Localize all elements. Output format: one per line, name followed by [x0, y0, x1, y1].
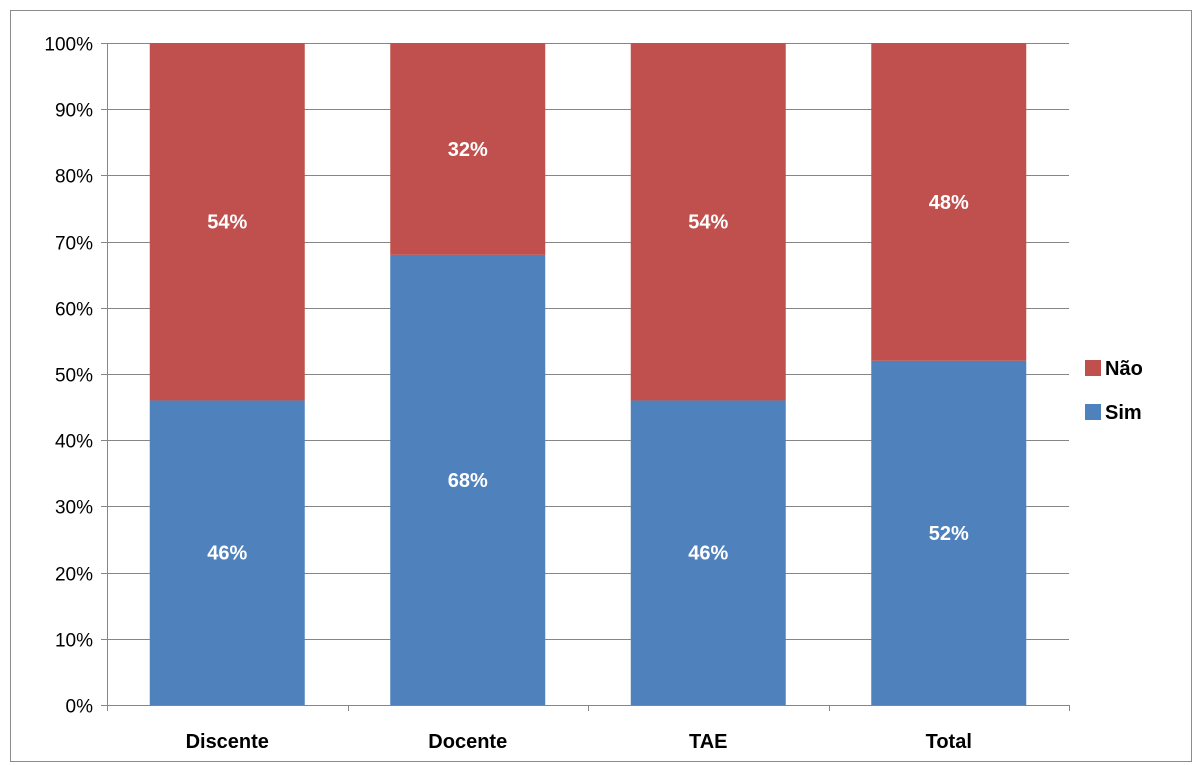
legend-swatch-sim: [1085, 404, 1101, 420]
y-tick-label: 80%: [55, 167, 93, 188]
legend: Não Sim: [1085, 358, 1143, 424]
bar-no-docente: [390, 43, 546, 255]
y-tick-label: 100%: [44, 35, 93, 56]
legend-swatch-no: [1085, 360, 1101, 376]
data-label: 54%: [688, 212, 728, 234]
x-tick-label: Total: [926, 731, 972, 753]
y-tick-label: 10%: [55, 631, 93, 652]
bars: [149, 43, 1027, 705]
x-tick-label: Docente: [428, 731, 507, 753]
y-tick-label: 90%: [55, 101, 93, 122]
bar-no-total: [871, 43, 1027, 361]
data-label: 32%: [448, 139, 488, 161]
bar-no-tae: [630, 43, 786, 401]
bar-no-discente: [149, 43, 305, 401]
legend-label: Não: [1105, 358, 1143, 380]
y-tick-label: 50%: [55, 366, 93, 387]
y-tick-label: 60%: [55, 300, 93, 321]
y-tick-label: 0%: [66, 697, 94, 718]
legend-label: Sim: [1105, 402, 1142, 424]
y-tick-label: 30%: [55, 498, 93, 519]
data-label: 68%: [448, 470, 488, 492]
bar-sim-total: [871, 360, 1027, 705]
bar-sim-tae: [630, 400, 786, 705]
data-label: 46%: [688, 543, 728, 565]
y-tick-label: 70%: [55, 234, 93, 255]
bar-sim-docente: [390, 254, 546, 705]
x-tick-label: Discente: [186, 731, 269, 753]
data-label: 52%: [929, 523, 969, 545]
x-tick-label: TAE: [689, 731, 728, 753]
y-tick-label: 20%: [55, 565, 93, 586]
data-label: 46%: [207, 543, 247, 565]
data-label: 48%: [929, 192, 969, 214]
axes: [101, 43, 1070, 711]
labels: 0% 10% 20% 30% 40% 50% 60% 70% 80% 90% 100% 46% 54% D…: [44, 35, 972, 754]
bar-sim-discente: [149, 400, 305, 705]
data-label: 54%: [207, 212, 247, 234]
y-tick-label: 40%: [55, 432, 93, 453]
